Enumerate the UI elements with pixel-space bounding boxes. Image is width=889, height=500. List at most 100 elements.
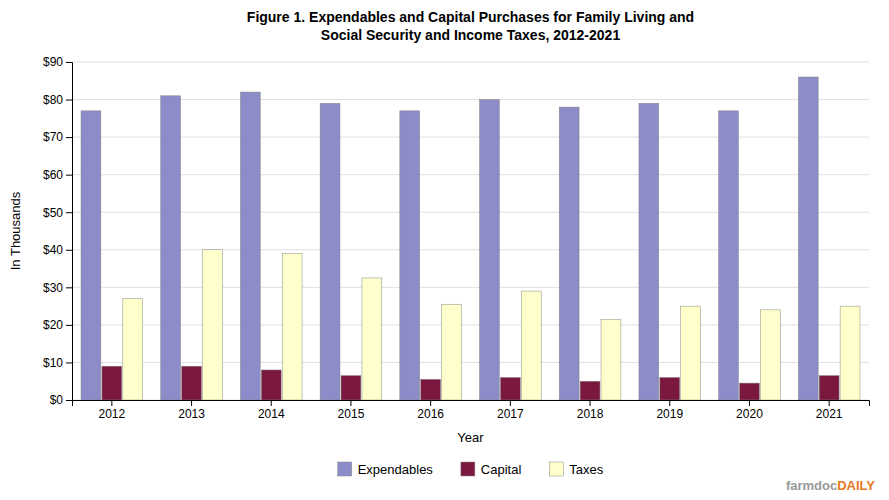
x-axis-line	[73, 401, 870, 407]
grid-line	[72, 324, 869, 325]
y-tick-mark	[66, 325, 72, 326]
bar	[261, 370, 281, 400]
y-tick-label: $70	[43, 130, 63, 144]
plot-area: 2012 2013 2014 2015 2016 2017 2018 2019 2020 2021…	[43, 55, 870, 420]
bar	[798, 77, 818, 400]
x-tick: 2015	[338, 400, 365, 421]
x-tick-mark	[430, 400, 431, 406]
legend-item: Taxes	[549, 462, 603, 477]
legend-label: Taxes	[569, 462, 603, 477]
legend-label: Expendables	[358, 462, 434, 477]
legend-swatch	[549, 462, 563, 476]
grid-line	[72, 174, 869, 175]
bar	[182, 366, 202, 400]
bar-series	[81, 77, 818, 400]
legend: Expendables Capital Taxes	[338, 462, 604, 477]
x-tick: 2013	[178, 400, 205, 421]
bars	[81, 77, 860, 400]
bar	[102, 366, 122, 400]
bar	[639, 103, 659, 400]
y-tick: $60	[43, 168, 72, 182]
bar	[282, 254, 302, 400]
x-tick: 2021	[816, 400, 843, 421]
x-tick-mark	[111, 400, 112, 406]
y-tick: $30	[43, 281, 72, 295]
grid-line	[72, 212, 869, 213]
x-tick-label: 2021	[816, 407, 843, 421]
legend-item: Expendables	[338, 462, 434, 477]
bar	[400, 111, 420, 400]
x-tick-label: 2018	[577, 407, 604, 421]
bar	[819, 376, 839, 400]
grid-line	[72, 62, 869, 63]
annotation: farmdoc	[786, 478, 837, 493]
y-tick-mark	[66, 212, 72, 213]
bar	[161, 96, 181, 400]
y-tick-mark	[66, 175, 72, 176]
y-tick: $20	[43, 318, 72, 332]
y-tick-mark	[66, 250, 72, 251]
x-tick-label: 2014	[258, 407, 285, 421]
x-tick-mark	[749, 400, 750, 406]
y-tick-label: $40	[43, 243, 63, 257]
x-tick: 2012	[98, 400, 125, 421]
x-axis-title: Year	[457, 430, 484, 445]
chart: Figure 1. Expendables and Capital Purcha…	[0, 0, 889, 500]
bar	[719, 111, 739, 400]
bar	[500, 377, 520, 400]
y-tick-label: $80	[43, 93, 63, 107]
x-tick: 2014	[258, 400, 285, 421]
bar	[442, 304, 462, 400]
bar	[840, 306, 860, 400]
x-tick-mark	[510, 400, 511, 406]
y-tick-mark	[66, 62, 72, 63]
grid-line	[72, 287, 869, 288]
bar	[601, 319, 621, 400]
bar	[681, 306, 701, 400]
grid	[72, 62, 869, 400]
x-tick: 2018	[577, 400, 604, 421]
bar	[123, 299, 143, 400]
grid-line	[72, 249, 869, 250]
x-tick-label: 2019	[656, 407, 683, 421]
x-tick-label: 2017	[497, 407, 524, 421]
y-tick-mark	[66, 137, 72, 138]
bar	[203, 250, 223, 400]
y-tick-label: $90	[43, 55, 63, 69]
y-tick: $90	[43, 55, 72, 69]
y-tick: $40	[43, 243, 72, 257]
y-tick-label: $60	[43, 168, 63, 182]
x-tick-mark	[191, 400, 192, 406]
bar	[559, 107, 579, 400]
title-group: Figure 1. Expendables and Capital Purcha…	[247, 9, 694, 43]
bar	[580, 381, 600, 400]
bar	[480, 100, 500, 400]
x-tick: 2016	[417, 400, 444, 421]
x-tick: 2020	[736, 400, 763, 421]
x-tick-label: 2020	[736, 407, 763, 421]
x-tick-mark	[669, 400, 670, 406]
y-tick-label: $0	[50, 393, 64, 407]
bar	[521, 291, 541, 400]
x-axis: 2012 2013 2014 2015 2016 2017 2018 2019 2020 2021	[73, 400, 870, 421]
legend-item: Capital	[461, 462, 522, 477]
y-tick-mark	[66, 400, 72, 401]
grid-line	[72, 362, 869, 363]
x-tick-mark	[590, 400, 591, 406]
bar	[740, 383, 760, 400]
x-tick-label: 2016	[417, 407, 444, 421]
x-tick-label: 2013	[178, 407, 205, 421]
grid-line	[72, 99, 869, 100]
y-tick-label: $10	[43, 356, 63, 370]
bar	[760, 310, 780, 400]
x-tick: 2019	[656, 400, 683, 421]
x-tick-label: 2012	[98, 407, 125, 421]
x-tick-mark	[271, 400, 272, 406]
y-tick-mark	[66, 100, 72, 101]
watermark: farmdocDAILY	[786, 478, 875, 493]
y-tick: $10	[43, 356, 72, 370]
y-axis-title: In Thousands	[8, 191, 23, 270]
x-tick: 2017	[497, 400, 524, 421]
x-tick-mark	[350, 400, 351, 406]
title: Figure 1. Expendables and Capital Purcha…	[247, 9, 694, 25]
